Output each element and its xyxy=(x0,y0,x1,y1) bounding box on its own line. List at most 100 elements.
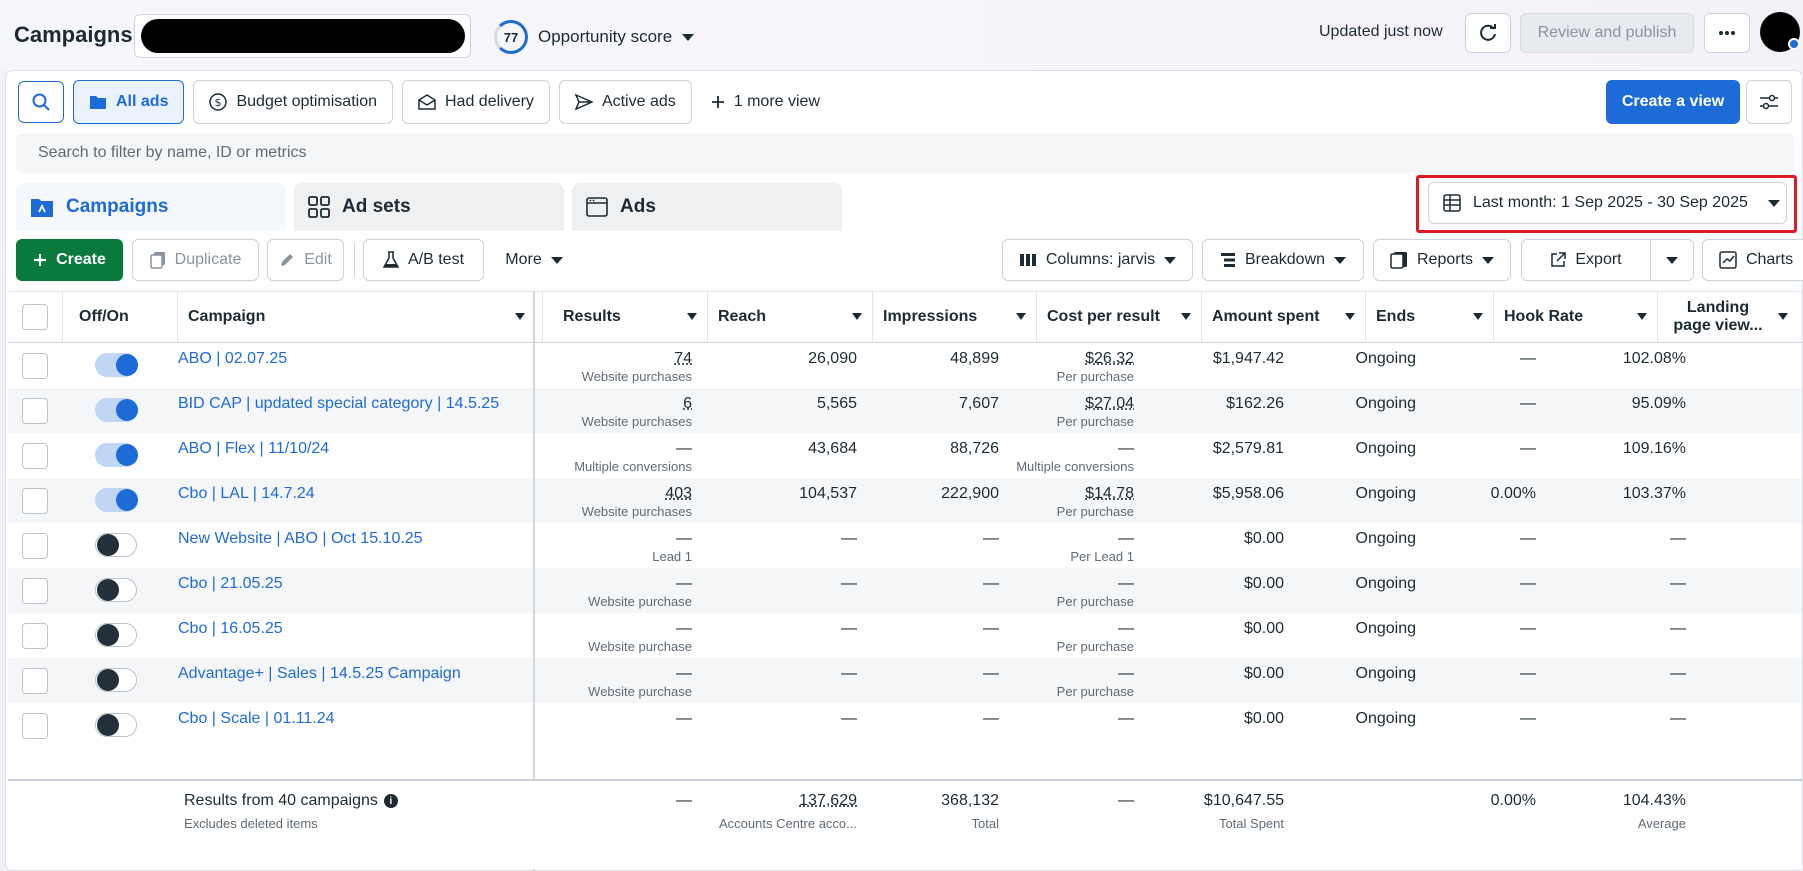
col-landing-page-views[interactable]: Landing page view... xyxy=(1657,292,1802,342)
cell-spent: $2,579.81 xyxy=(1212,440,1284,457)
campaign-name-link[interactable]: Advantage+ | Sales | 14.5.25 Campaign xyxy=(178,665,461,682)
view-all-ads[interactable]: All ads xyxy=(73,80,185,124)
edit-button[interactable]: Edit xyxy=(267,239,344,281)
table-row[interactable]: ABO | 02.07.25 74 Website purchases 26,090 4… xyxy=(8,343,1802,388)
row-checkbox[interactable] xyxy=(22,353,48,379)
row-checkbox[interactable] xyxy=(22,668,48,694)
create-view-button[interactable]: Create a view xyxy=(1606,80,1740,124)
ad-window-icon xyxy=(586,197,608,217)
row-checkbox[interactable] xyxy=(22,623,48,649)
cell-spent: $0.00 xyxy=(1243,530,1284,547)
row-checkbox[interactable] xyxy=(22,443,48,469)
campaigns-table: Off/On Campaign Results Reach Impression… xyxy=(8,291,1802,871)
campaign-toggle[interactable] xyxy=(95,533,137,557)
tab-ads[interactable]: Ads xyxy=(572,183,842,231)
campaign-toggle[interactable] xyxy=(95,398,138,422)
breakdown-button[interactable]: Breakdown xyxy=(1202,239,1364,281)
campaign-toggle[interactable] xyxy=(95,443,138,467)
select-all-checkbox[interactable] xyxy=(22,304,48,330)
pencil-icon xyxy=(281,254,294,266)
level-tabs: Campaigns Ad sets Ads xyxy=(16,183,842,231)
sort-caret-icon xyxy=(1016,313,1026,320)
sort-caret-icon xyxy=(1345,313,1355,320)
col-campaign[interactable]: Campaign xyxy=(177,292,535,342)
col-cost-per-result[interactable]: Cost per result xyxy=(1036,292,1201,342)
col-reach[interactable]: Reach xyxy=(707,292,872,342)
refresh-button[interactable] xyxy=(1465,13,1511,53)
campaign-toggle[interactable] xyxy=(95,578,137,602)
campaign-toggle[interactable] xyxy=(95,668,137,692)
view-budget-optimisation[interactable]: $ Budget optimisation xyxy=(193,80,393,124)
campaign-toggle[interactable] xyxy=(95,353,138,377)
chevron-down-icon xyxy=(682,33,695,41)
sort-caret-icon xyxy=(1473,313,1483,320)
row-checkbox[interactable] xyxy=(22,713,48,739)
export-dropdown-button[interactable] xyxy=(1650,239,1694,281)
table-row[interactable]: New Website | ABO | Oct 15.10.25 — Lead 1 —… xyxy=(8,523,1802,568)
campaign-toggle[interactable] xyxy=(95,713,137,737)
ab-test-label: A/B test xyxy=(407,251,465,268)
campaign-name-link[interactable]: Cbo | 16.05.25 xyxy=(178,620,283,637)
campaign-toggle[interactable] xyxy=(95,623,137,647)
campaign-name-link[interactable]: ABO | Flex | 11/10/24 xyxy=(178,440,330,457)
campaign-folder-icon xyxy=(31,199,53,217)
campaign-name-link[interactable]: Cbo | LAL | 14.7.24 xyxy=(178,485,315,502)
cell-ends: Ongoing xyxy=(1355,575,1417,592)
more-views-button[interactable]: 1 more view xyxy=(700,80,830,124)
columns-button[interactable]: Columns: jarvis xyxy=(1002,239,1193,281)
table-row[interactable]: ABO | Flex | 11/10/24 — Multiple conversio… xyxy=(8,433,1802,478)
toggle-knob xyxy=(116,399,138,421)
opportunity-label: Opportunity score xyxy=(538,27,673,46)
row-checkbox[interactable] xyxy=(22,398,48,424)
search-button[interactable] xyxy=(18,81,64,123)
cell-ends: Ongoing xyxy=(1355,710,1417,727)
col-impressions[interactable]: Impressions xyxy=(872,292,1036,342)
date-range-picker[interactable]: Last month: 1 Sep 2025 - 30 Sep 2025 xyxy=(1428,182,1787,224)
table-row[interactable]: Cbo | 21.05.25 — Website purchase — — — Per pu… xyxy=(8,568,1802,613)
row-checkbox[interactable] xyxy=(22,488,48,514)
campaign-name-link[interactable]: Cbo | Scale | 01.11.24 xyxy=(178,710,335,727)
col-label: Amount spent xyxy=(1212,308,1320,325)
info-icon[interactable]: i xyxy=(383,794,398,808)
tab-ad-sets[interactable]: Ad sets xyxy=(294,183,564,231)
row-checkbox[interactable] xyxy=(22,533,48,559)
table-row[interactable]: Cbo | 16.05.25 — Website purchase — — — Per pu… xyxy=(8,613,1802,658)
plus-icon xyxy=(34,254,47,266)
campaign-name-link[interactable]: ABO | 02.07.25 xyxy=(178,350,288,367)
tab-campaigns[interactable]: Campaigns xyxy=(16,183,286,231)
opportunity-score[interactable]: 77 Opportunity score xyxy=(494,20,695,54)
table-row[interactable]: Cbo | LAL | 14.7.24 403 Website purchases 1… xyxy=(8,478,1802,523)
campaign-toggle[interactable] xyxy=(95,488,138,512)
col-off-on[interactable]: Off/On xyxy=(62,292,177,342)
review-publish-button[interactable]: Review and publish xyxy=(1520,13,1694,53)
col-amount-spent[interactable]: Amount spent xyxy=(1201,292,1365,342)
campaign-name-link[interactable]: Cbo | 21.05.25 xyxy=(178,575,283,592)
ab-test-button[interactable]: A/B test xyxy=(363,239,484,281)
more-options-button[interactable] xyxy=(1704,13,1750,53)
reports-button[interactable]: Reports xyxy=(1373,239,1511,281)
view-active-ads[interactable]: Active ads xyxy=(558,80,692,124)
cell-cpr-sub: Per purchase xyxy=(1056,414,1134,429)
row-checkbox[interactable] xyxy=(22,578,48,604)
account-selector[interactable] xyxy=(134,14,471,58)
duplicate-button[interactable]: Duplicate xyxy=(132,239,259,281)
table-row[interactable]: BID CAP | updated special category | 14.… xyxy=(8,388,1802,433)
filter-search-input[interactable]: Search to filter by name, ID or metrics xyxy=(16,133,1794,173)
charts-button[interactable]: Charts xyxy=(1702,239,1803,281)
create-button[interactable]: Create xyxy=(16,239,123,281)
col-results[interactable]: Results xyxy=(542,292,707,342)
top-bar: Campaigns 77 Opportunity score Updated j… xyxy=(0,0,1803,70)
table-row[interactable]: Advantage+ | Sales | 14.5.25 Campaign — We… xyxy=(8,658,1802,703)
col-hook-rate[interactable]: Hook Rate xyxy=(1493,292,1657,342)
footer-title-text: Results from 40 campaigns xyxy=(184,792,378,809)
envelope-icon xyxy=(418,94,436,110)
campaign-name-link[interactable]: BID CAP | updated special category | 14.… xyxy=(178,395,500,412)
campaign-name-link[interactable]: New Website | ABO | Oct 15.10.25 xyxy=(178,530,423,547)
toggle-knob xyxy=(116,444,138,466)
view-had-delivery[interactable]: Had delivery xyxy=(402,80,550,124)
view-settings-button[interactable] xyxy=(1746,80,1792,124)
col-ends[interactable]: Ends xyxy=(1365,292,1493,342)
export-button[interactable]: Export xyxy=(1521,239,1651,281)
table-row[interactable]: Cbo | Scale | 01.11.24 — — — — $0.00 Ongoing — — xyxy=(8,703,1802,748)
more-button[interactable]: More xyxy=(492,239,576,281)
